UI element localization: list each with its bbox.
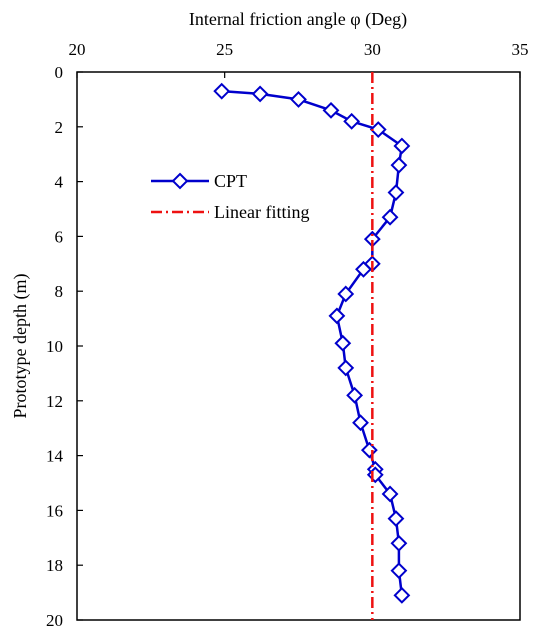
series-layer [213, 72, 411, 620]
y-tick-label: 20 [46, 611, 63, 630]
data-point-cpt [381, 485, 399, 503]
legend: CPT Linear fitting [151, 171, 309, 222]
data-point-cpt [369, 121, 387, 138]
data-point-cpt [290, 90, 307, 108]
data-point-cpt [390, 534, 408, 552]
y-tick-label: 8 [55, 282, 64, 301]
y-tick-label: 2 [55, 118, 64, 137]
y-tick-label: 0 [55, 63, 64, 82]
data-point-cpt [322, 101, 340, 119]
plot-area-frame [76, 71, 521, 621]
x-tick-label: 35 [512, 40, 529, 59]
y-tick-label: 4 [55, 173, 64, 192]
y-tick-label: 14 [46, 447, 64, 466]
y-tick-labels: 0 2 4 6 8 10 12 14 16 18 20 [46, 63, 64, 630]
data-point-cpt [393, 586, 411, 604]
y-tick-label: 16 [46, 501, 63, 520]
legend-label-linear-fitting: Linear fitting [214, 202, 309, 222]
data-point-cpt [387, 510, 405, 528]
y-tick-label: 12 [46, 392, 63, 411]
data-point-cpt [328, 307, 346, 325]
data-point-cpt [393, 137, 411, 155]
y-tick-label: 18 [46, 556, 63, 575]
data-point-cpt [343, 112, 361, 130]
data-point-cpt [360, 441, 378, 459]
x-tick-label: 25 [216, 40, 233, 59]
data-point-cpt [337, 285, 355, 303]
data-point-cpt [337, 359, 355, 377]
legend-marker-cpt [171, 172, 189, 190]
x-tick-label: 30 [364, 40, 381, 59]
x-tick-labels: 20 25 30 35 [69, 40, 529, 59]
data-point-cpt [346, 386, 364, 404]
data-point-cpt [334, 334, 352, 352]
data-point-cpt [390, 156, 408, 174]
data-point-cpt [390, 562, 408, 580]
data-point-cpt [352, 414, 369, 432]
data-point-cpt [213, 82, 231, 100]
data-point-cpt [381, 208, 399, 226]
x-axis-title: Internal friction angle φ (Deg) [189, 9, 407, 30]
x-tick-label: 20 [69, 40, 86, 59]
legend-label-cpt: CPT [214, 171, 247, 191]
series-line-cpt [221, 89, 404, 596]
data-point-cpt [355, 260, 372, 278]
data-point-cpt [251, 85, 269, 103]
data-point-cpt [387, 184, 405, 201]
y-tick-label: 10 [46, 337, 63, 356]
y-tick-label: 6 [55, 227, 64, 246]
y-axis-title: Prototype depth (m) [10, 274, 31, 419]
axis-ticks [76, 71, 521, 621]
